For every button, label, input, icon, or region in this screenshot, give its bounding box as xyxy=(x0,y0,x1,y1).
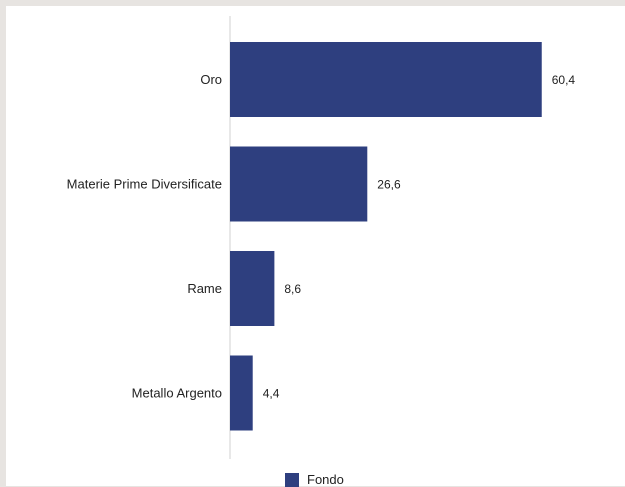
legend-label-fondo: Fondo xyxy=(307,472,344,487)
category-label-3: Metallo Argento xyxy=(132,386,222,401)
bar-0 xyxy=(230,42,542,117)
bar-3 xyxy=(230,355,253,431)
bar-chart: Oro 60,4 Materie Prime Diversificate 26,6 Ra… xyxy=(67,16,576,459)
bar-2 xyxy=(230,251,275,326)
category-label-1: Materie Prime Diversificate xyxy=(67,177,222,192)
legend: Fondo xyxy=(285,472,344,487)
value-label-2: 8,6 xyxy=(284,282,301,296)
value-label-3: 4,4 xyxy=(263,387,280,401)
category-label-0: Oro xyxy=(200,72,222,87)
value-label-1: 26,6 xyxy=(377,178,401,192)
legend-swatch-fondo xyxy=(285,472,299,487)
value-label-0: 60,4 xyxy=(552,73,576,87)
bars-group: Oro 60,4 Materie Prime Diversificate 26,6 Ra… xyxy=(67,42,576,431)
bar-1 xyxy=(230,146,368,222)
category-label-2: Rame xyxy=(187,281,222,296)
chart-card: Oro 60,4 Materie Prime Diversificate 26,6 Ra… xyxy=(6,6,625,487)
